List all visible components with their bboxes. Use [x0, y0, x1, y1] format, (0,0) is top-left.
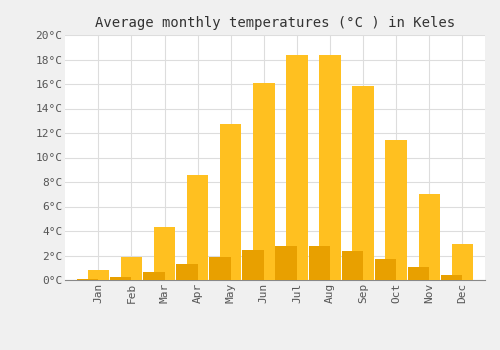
- Bar: [209, 257, 231, 280]
- Bar: [187, 175, 208, 280]
- Bar: [374, 259, 396, 280]
- Bar: [242, 250, 264, 280]
- Bar: [452, 244, 473, 280]
- Bar: [276, 246, 297, 280]
- Bar: [77, 279, 98, 280]
- Bar: [342, 251, 363, 280]
- Bar: [110, 276, 132, 280]
- Bar: [286, 55, 308, 280]
- Bar: [408, 267, 430, 280]
- Bar: [120, 257, 142, 280]
- Title: Average monthly temperatures (°C ) in Keles: Average monthly temperatures (°C ) in Ke…: [95, 16, 455, 30]
- Bar: [418, 194, 440, 280]
- Bar: [143, 272, 165, 280]
- Bar: [320, 55, 341, 280]
- Bar: [88, 270, 109, 280]
- Bar: [253, 83, 274, 280]
- Bar: [176, 264, 198, 280]
- Bar: [154, 228, 176, 280]
- Bar: [352, 86, 374, 280]
- Bar: [386, 140, 407, 280]
- Bar: [220, 124, 242, 280]
- Bar: [441, 275, 462, 280]
- Bar: [308, 246, 330, 280]
